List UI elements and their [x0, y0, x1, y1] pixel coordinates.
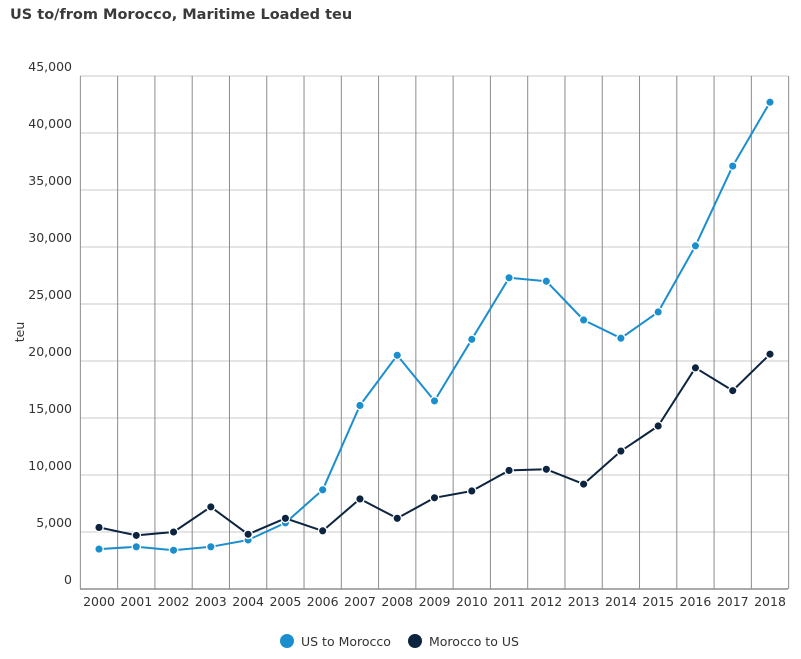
legend-label: Morocco to US — [429, 634, 519, 649]
legend-label: US to Morocco — [301, 634, 391, 649]
data-point — [429, 396, 440, 406]
data-point — [653, 421, 664, 431]
data-point — [616, 446, 626, 456]
data-point — [765, 97, 775, 108]
x-tick-label: 2003 — [195, 594, 227, 609]
data-point — [94, 544, 104, 554]
x-tick-label: 2010 — [456, 594, 488, 609]
data-point — [205, 541, 216, 552]
data-point — [131, 541, 142, 552]
data-point — [653, 307, 664, 317]
data-point — [168, 545, 179, 556]
x-tick-label: 2016 — [680, 594, 712, 609]
data-point — [541, 464, 552, 475]
data-point — [690, 362, 701, 373]
x-tick-label: 2017 — [717, 594, 749, 609]
data-point — [429, 492, 440, 503]
x-tick-label: 2002 — [158, 594, 190, 609]
data-point — [243, 529, 253, 540]
y-tick-label: 25,000 — [28, 287, 72, 302]
x-tick-label: 2004 — [232, 594, 264, 609]
x-tick-label: 2013 — [568, 594, 600, 609]
y-tick-label: 30,000 — [28, 230, 72, 245]
data-point — [392, 513, 403, 524]
y-tick-label: 0 — [64, 572, 72, 587]
grid-lines — [79, 75, 790, 590]
y-tick-label: 10,000 — [28, 458, 72, 473]
legend-item[interactable]: Morocco to US — [408, 634, 519, 649]
data-point — [317, 526, 328, 536]
series-group — [94, 97, 775, 556]
y-axis-label: teu — [12, 322, 27, 343]
data-point — [765, 349, 775, 360]
x-tick-label: 2012 — [530, 594, 562, 609]
legend-marker — [280, 634, 294, 648]
data-point — [94, 522, 104, 533]
x-tick-label: 2011 — [493, 594, 525, 609]
series-line — [98, 353, 771, 537]
y-tick-label: 35,000 — [28, 173, 72, 188]
data-point — [317, 484, 328, 495]
y-tick-label: 15,000 — [28, 401, 72, 416]
x-tick-label: 2015 — [642, 594, 674, 609]
y-axis-ticks: 0 5,000 10,000 15,000 20,000 25,000 30,000 35,0… — [28, 59, 72, 587]
data-point — [168, 527, 179, 537]
y-tick-label: 5,000 — [36, 515, 72, 530]
x-tick-label: 2001 — [120, 594, 152, 609]
x-tick-label: 2009 — [419, 594, 451, 609]
data-point — [690, 241, 701, 251]
legend-item[interactable]: US to Morocco — [280, 634, 391, 649]
series-2 — [94, 349, 775, 541]
x-tick-label: 2006 — [307, 594, 339, 609]
data-point — [392, 350, 403, 361]
x-tick-label: 2007 — [344, 594, 376, 609]
x-tick-label: 2005 — [269, 594, 301, 609]
y-tick-label: 20,000 — [28, 344, 72, 359]
x-tick-label: 2014 — [605, 594, 637, 609]
x-tick-label: 2008 — [381, 594, 413, 609]
data-point — [466, 334, 477, 345]
y-tick-label: 45,000 — [28, 59, 72, 74]
data-point — [466, 486, 477, 496]
data-point — [727, 385, 738, 396]
data-point — [541, 276, 552, 287]
data-point — [727, 161, 738, 171]
data-point — [131, 530, 142, 541]
data-point — [355, 400, 365, 411]
chart-title: US to/from Morocco, Maritime Loaded teu — [10, 7, 353, 23]
legend[interactable]: US to Morocco Morocco to US — [280, 634, 519, 649]
data-point — [504, 465, 514, 476]
x-tick-label: 2000 — [83, 594, 115, 609]
legend-marker — [408, 634, 422, 648]
x-axis-ticks: 2000 2001 2002 2003 2004 2005 2006 2007 2008 2009… — [83, 594, 786, 609]
x-tick-label: 2018 — [754, 594, 786, 609]
data-point — [280, 513, 291, 524]
data-point — [205, 502, 216, 512]
data-point — [578, 315, 589, 325]
data-point — [504, 272, 514, 283]
data-point — [578, 479, 589, 489]
series-1 — [94, 97, 775, 556]
series-line — [98, 101, 771, 552]
data-point — [355, 494, 365, 504]
y-tick-label: 40,000 — [28, 116, 72, 131]
data-point — [616, 333, 626, 344]
